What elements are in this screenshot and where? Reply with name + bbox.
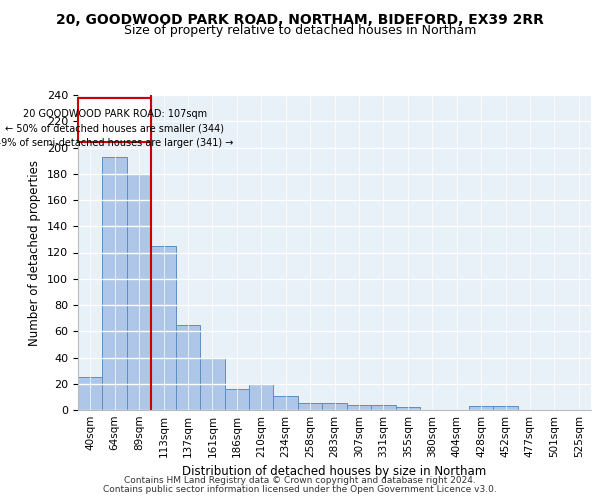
Bar: [127, 174, 151, 410]
Bar: [78, 377, 103, 410]
Bar: [469, 406, 493, 410]
X-axis label: Distribution of detached houses by size in Northam: Distribution of detached houses by size …: [182, 466, 487, 478]
Y-axis label: Number of detached properties: Number of detached properties: [28, 160, 41, 346]
Bar: [298, 404, 322, 410]
FancyBboxPatch shape: [78, 98, 151, 142]
Text: Size of property relative to detached houses in Northam: Size of property relative to detached ho…: [124, 24, 476, 37]
Bar: [347, 405, 371, 410]
Bar: [224, 389, 249, 410]
Text: 20, GOODWOOD PARK ROAD, NORTHAM, BIDEFORD, EX39 2RR: 20, GOODWOOD PARK ROAD, NORTHAM, BIDEFOR…: [56, 12, 544, 26]
Text: 49% of semi-detached houses are larger (341) →: 49% of semi-detached houses are larger (…: [0, 138, 234, 148]
Text: Contains HM Land Registry data © Crown copyright and database right 2024.: Contains HM Land Registry data © Crown c…: [124, 476, 476, 485]
Text: Contains public sector information licensed under the Open Government Licence v3: Contains public sector information licen…: [103, 485, 497, 494]
Bar: [322, 404, 347, 410]
Bar: [103, 156, 127, 410]
Text: ← 50% of detached houses are smaller (344): ← 50% of detached houses are smaller (34…: [5, 124, 224, 134]
Bar: [176, 324, 200, 410]
Bar: [200, 358, 224, 410]
Bar: [395, 408, 420, 410]
Text: 20 GOODWOOD PARK ROAD: 107sqm: 20 GOODWOOD PARK ROAD: 107sqm: [23, 110, 207, 120]
Bar: [274, 396, 298, 410]
Bar: [249, 384, 274, 410]
Bar: [493, 406, 518, 410]
Bar: [371, 405, 395, 410]
Bar: [151, 246, 176, 410]
